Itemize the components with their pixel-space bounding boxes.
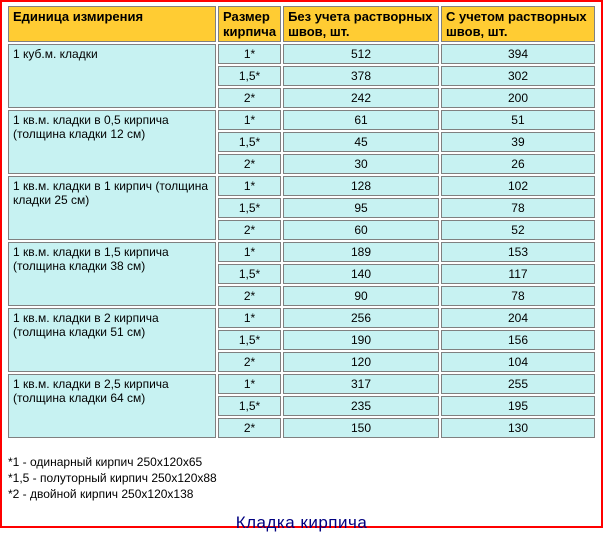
without-seams-cell: 61 xyxy=(283,110,439,130)
size-cell: 2* xyxy=(218,88,281,108)
size-cell: 1,5* xyxy=(218,264,281,284)
table-head: Единица измирения Размер кирпича Без уче… xyxy=(8,6,595,42)
with-seams-cell: 102 xyxy=(441,176,595,196)
col-header-unit: Единица измирения xyxy=(8,6,216,42)
unit-cell: 1 кв.м. кладки в 1 кирпич (толщина кладк… xyxy=(8,176,216,240)
with-seams-cell: 204 xyxy=(441,308,595,328)
without-seams-cell: 190 xyxy=(283,330,439,350)
with-seams-cell: 117 xyxy=(441,264,595,284)
col-header-without: Без учета растворных швов, шт. xyxy=(283,6,439,42)
with-seams-cell: 255 xyxy=(441,374,595,394)
col-header-with: С учетом растворных швов, шт. xyxy=(441,6,595,42)
without-seams-cell: 242 xyxy=(283,88,439,108)
legend-line-2: *1,5 - полуторный кирпич 250х120х88 xyxy=(8,470,597,486)
outer-frame: Единица измирения Размер кирпича Без уче… xyxy=(0,0,603,528)
unit-cell: 1 кв.м. кладки в 1,5 кирпича (толщина кл… xyxy=(8,242,216,306)
with-seams-cell: 200 xyxy=(441,88,595,108)
legend-line-3: *2 - двойной кирпич 250х120х138 xyxy=(8,486,597,502)
size-cell: 1* xyxy=(218,374,281,394)
unit-cell: 1 кв.м. кладки в 2,5 кирпича (толщина кл… xyxy=(8,374,216,438)
legend: *1 - одинарный кирпич 250х120х65 *1,5 - … xyxy=(6,454,597,503)
without-seams-cell: 140 xyxy=(283,264,439,284)
without-seams-cell: 378 xyxy=(283,66,439,86)
without-seams-cell: 90 xyxy=(283,286,439,306)
size-cell: 1,5* xyxy=(218,66,281,86)
without-seams-cell: 235 xyxy=(283,396,439,416)
without-seams-cell: 60 xyxy=(283,220,439,240)
with-seams-cell: 78 xyxy=(441,286,595,306)
without-seams-cell: 45 xyxy=(283,132,439,152)
with-seams-cell: 104 xyxy=(441,352,595,372)
table-body: 1 куб.м. кладки1*5123941,5*3783022*24220… xyxy=(8,44,595,438)
with-seams-cell: 26 xyxy=(441,154,595,174)
table-row: 1 кв.м. кладки в 1,5 кирпича (толщина кл… xyxy=(8,242,595,262)
size-cell: 2* xyxy=(218,220,281,240)
size-cell: 1* xyxy=(218,308,281,328)
without-seams-cell: 189 xyxy=(283,242,439,262)
without-seams-cell: 512 xyxy=(283,44,439,64)
with-seams-cell: 39 xyxy=(441,132,595,152)
unit-cell: 1 кв.м. кладки в 2 кирпича (толщина клад… xyxy=(8,308,216,372)
with-seams-cell: 52 xyxy=(441,220,595,240)
with-seams-cell: 78 xyxy=(441,198,595,218)
with-seams-cell: 130 xyxy=(441,418,595,438)
size-cell: 1,5* xyxy=(218,198,281,218)
size-cell: 1* xyxy=(218,242,281,262)
table-row: 1 кв.м. кладки в 2 кирпича (толщина клад… xyxy=(8,308,595,328)
bottom-title: Кладка кирпича xyxy=(6,513,597,533)
table-row: 1 кв.м. кладки в 0,5 кирпича (толщина кл… xyxy=(8,110,595,130)
without-seams-cell: 317 xyxy=(283,374,439,394)
without-seams-cell: 120 xyxy=(283,352,439,372)
size-cell: 2* xyxy=(218,418,281,438)
table-row: 1 куб.м. кладки1*512394 xyxy=(8,44,595,64)
legend-line-1: *1 - одинарный кирпич 250х120х65 xyxy=(8,454,597,470)
size-cell: 1,5* xyxy=(218,396,281,416)
without-seams-cell: 256 xyxy=(283,308,439,328)
unit-cell: 1 кв.м. кладки в 0,5 кирпича (толщина кл… xyxy=(8,110,216,174)
without-seams-cell: 95 xyxy=(283,198,439,218)
without-seams-cell: 128 xyxy=(283,176,439,196)
size-cell: 2* xyxy=(218,286,281,306)
size-cell: 1* xyxy=(218,110,281,130)
size-cell: 1* xyxy=(218,44,281,64)
without-seams-cell: 150 xyxy=(283,418,439,438)
table-row: 1 кв.м. кладки в 2,5 кирпича (толщина кл… xyxy=(8,374,595,394)
size-cell: 2* xyxy=(218,154,281,174)
size-cell: 1,5* xyxy=(218,132,281,152)
size-cell: 1,5* xyxy=(218,330,281,350)
with-seams-cell: 51 xyxy=(441,110,595,130)
with-seams-cell: 195 xyxy=(441,396,595,416)
with-seams-cell: 153 xyxy=(441,242,595,262)
unit-cell: 1 куб.м. кладки xyxy=(8,44,216,108)
size-cell: 2* xyxy=(218,352,281,372)
without-seams-cell: 30 xyxy=(283,154,439,174)
with-seams-cell: 302 xyxy=(441,66,595,86)
size-cell: 1* xyxy=(218,176,281,196)
brick-consumption-table: Единица измирения Размер кирпича Без уче… xyxy=(6,4,597,440)
table-row: 1 кв.м. кладки в 1 кирпич (толщина кладк… xyxy=(8,176,595,196)
col-header-size: Размер кирпича xyxy=(218,6,281,42)
with-seams-cell: 156 xyxy=(441,330,595,350)
with-seams-cell: 394 xyxy=(441,44,595,64)
